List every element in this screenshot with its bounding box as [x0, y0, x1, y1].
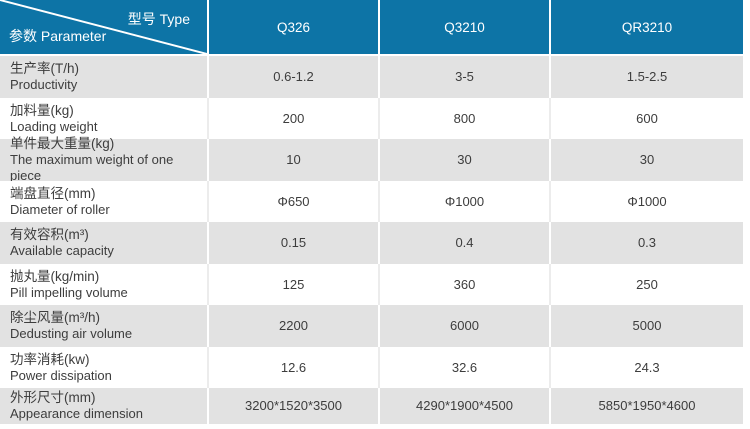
value-cell: 0.4	[378, 222, 549, 264]
param-name-en: Appearance dimension	[10, 406, 143, 422]
param-name-en: Dedusting air volume	[10, 326, 133, 342]
value-cell: 5000	[549, 305, 743, 347]
value-cell: 3-5	[378, 56, 549, 98]
column-header-q326: Q326	[207, 0, 378, 54]
param-cell: 功率消耗(kw) Power dissipation	[0, 347, 207, 389]
value-cell: 0.6-1.2	[207, 56, 378, 98]
param-name-zh: 端盘直径(mm)	[10, 185, 96, 201]
param-cell: 加料量(kg) Loading weight	[0, 98, 207, 140]
corner-label-parameter: 参数 Parameter	[9, 28, 107, 44]
corner-label-type: 型号 Type	[127, 11, 190, 27]
value-cell: Φ1000	[378, 180, 549, 222]
value-cell: 2200	[207, 305, 378, 347]
value-cell: 3200*1520*3500	[207, 388, 378, 424]
corner-header-cell: 型号 Type 参数 Parameter	[0, 0, 207, 54]
value-cell: 600	[549, 97, 743, 139]
param-cell: 外形尺寸(mm) Appearance dimension	[0, 388, 207, 424]
table-row: 除尘风量(m³/h) Dedusting air volume 2200 600…	[0, 305, 743, 347]
param-name-en: Pill impelling volume	[10, 284, 128, 300]
spec-table: 型号 Type 参数 Parameter Q326 Q3210 QR3210 生…	[0, 0, 743, 424]
table-row: 外形尺寸(mm) Appearance dimension 3200*1520*…	[0, 388, 743, 424]
param-name-zh: 单件最大重量(kg)	[10, 136, 115, 152]
value-cell: 6000	[378, 305, 549, 347]
table-row: 功率消耗(kw) Power dissipation 12.6 32.6 24.…	[0, 346, 743, 389]
param-name-en: The maximum weight of one piece	[10, 152, 174, 184]
diagonal-divider-line	[0, 0, 207, 54]
param-cell: 单件最大重量(kg) The maximum weight of one pie…	[0, 136, 207, 184]
table-row: 端盘直径(mm) Diameter of roller Φ650 Φ1000 Φ…	[0, 180, 743, 223]
param-cell: 端盘直径(mm) Diameter of roller	[0, 181, 207, 223]
value-cell: 32.6	[378, 346, 549, 388]
value-cell: 24.3	[549, 346, 743, 388]
table-header-row: 型号 Type 参数 Parameter Q326 Q3210 QR3210	[0, 0, 743, 54]
value-cell: 125	[207, 263, 378, 305]
value-cell: 4290*1900*4500	[378, 388, 549, 424]
param-name-zh: 外形尺寸(mm)	[10, 390, 96, 406]
value-cell: Φ650	[207, 180, 378, 222]
value-cell: 30	[378, 139, 549, 181]
table-row: 抛丸量(kg/min) Pill impelling volume 125 36…	[0, 263, 743, 306]
value-cell: 250	[549, 263, 743, 305]
param-name-zh: 抛丸量(kg/min)	[10, 268, 100, 284]
value-cell: 12.6	[207, 346, 378, 388]
param-name-zh: 有效容积(m³)	[10, 227, 89, 243]
param-name-en: Power dissipation	[10, 367, 112, 383]
param-name-en: Productivity	[10, 77, 78, 93]
param-name-zh: 加料量(kg)	[10, 102, 74, 118]
param-name-en: Loading weight	[10, 118, 98, 134]
column-header-qr3210: QR3210	[549, 0, 743, 54]
table-row: 加料量(kg) Loading weight 200 800 600	[0, 97, 743, 140]
value-cell: 5850*1950*4600	[549, 388, 743, 424]
param-name-en: Diameter of roller	[10, 201, 110, 217]
value-cell: 200	[207, 97, 378, 139]
param-cell: 抛丸量(kg/min) Pill impelling volume	[0, 264, 207, 306]
value-cell: 10	[207, 139, 378, 181]
param-name-zh: 除尘风量(m³/h)	[10, 310, 100, 326]
value-cell: 30	[549, 139, 743, 181]
param-cell: 生产率(T/h) Productivity	[0, 56, 207, 98]
table-row: 有效容积(m³) Available capacity 0.15 0.4 0.3	[0, 222, 743, 264]
value-cell: 1.5-2.5	[549, 56, 743, 98]
param-name-en: Available capacity	[10, 243, 114, 259]
param-cell: 除尘风量(m³/h) Dedusting air volume	[0, 305, 207, 347]
param-name-zh: 生产率(T/h)	[10, 61, 79, 77]
param-cell: 有效容积(m³) Available capacity	[0, 222, 207, 264]
param-name-zh: 功率消耗(kw)	[10, 351, 90, 367]
value-cell: 800	[378, 97, 549, 139]
value-cell: 360	[378, 263, 549, 305]
table-row: 单件最大重量(kg) The maximum weight of one pie…	[0, 136, 743, 184]
value-cell: Φ1000	[549, 180, 743, 222]
value-cell: 0.3	[549, 222, 743, 264]
column-header-q3210: Q3210	[378, 0, 549, 54]
value-cell: 0.15	[207, 222, 378, 264]
table-row: 生产率(T/h) Productivity 0.6-1.2 3-5 1.5-2.…	[0, 56, 743, 98]
